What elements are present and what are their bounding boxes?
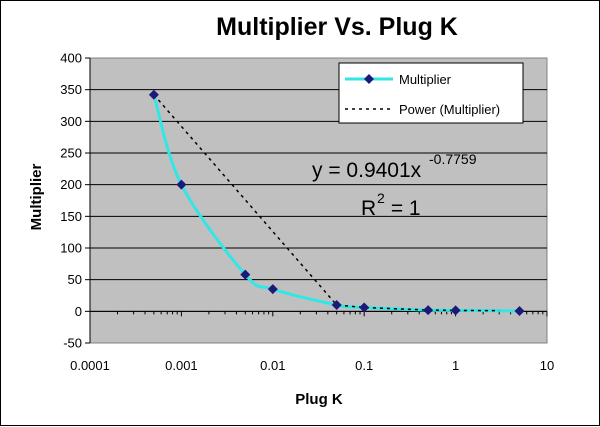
r-squared-label: R xyxy=(361,197,376,220)
multiplier-data-point xyxy=(331,300,342,310)
legend-multiplier-label: Multiplier xyxy=(399,72,452,87)
r-squared-value: = 1 xyxy=(385,197,421,220)
y-tick-label: 300 xyxy=(60,114,82,129)
power-trendline xyxy=(153,94,500,312)
y-tick-label: 0 xyxy=(75,304,82,319)
legend: Multiplier Power (Multiplier) xyxy=(338,62,524,124)
x-tick-label: 0.0001 xyxy=(70,358,110,373)
y-tick-label: 50 xyxy=(68,272,82,287)
trendline-equation: y = 0.9401x xyxy=(312,159,422,182)
multiplier-data-point xyxy=(267,284,278,295)
multiplier-data-point xyxy=(423,305,434,316)
y-tick-label: 250 xyxy=(60,146,82,161)
x-tick-label: 0.1 xyxy=(355,358,373,373)
multiplier-data-point xyxy=(450,305,461,316)
y-tick-label: -50 xyxy=(63,336,82,351)
y-axis-label: Multiplier xyxy=(28,164,45,231)
multiplier-data-point xyxy=(148,89,159,100)
legend-multiplier-marker xyxy=(364,74,374,84)
y-tick-label: 350 xyxy=(60,82,82,97)
y-tick-label: 150 xyxy=(60,209,82,224)
trendline-equation-exponent: -0.7759 xyxy=(429,151,477,167)
r-squared-exponent: 2 xyxy=(377,190,385,206)
y-tick-label: 400 xyxy=(60,51,82,66)
multiplier-data-point xyxy=(359,302,370,313)
chart-title: Multiplier Vs. Plug K xyxy=(216,13,458,41)
x-axis-label: Plug K xyxy=(295,391,343,408)
series-layer xyxy=(148,89,525,317)
y-tick-label: 100 xyxy=(60,241,82,256)
y-axis-ticks: -50 0 50 100 150 200 250 300 350 400 xyxy=(60,51,82,351)
y-tick-label: 200 xyxy=(60,177,82,192)
legend-box xyxy=(338,62,524,124)
multiplier-data-point xyxy=(240,269,251,280)
x-tick-label: 0.001 xyxy=(165,358,198,373)
x-tick-label: 0.01 xyxy=(260,358,285,373)
legend-power-label: Power (Multiplier) xyxy=(399,102,500,117)
x-axis-ticks: 0.0001 0.001 0.01 0.1 1 10 xyxy=(70,358,554,373)
multiplier-data-point xyxy=(176,179,187,190)
x-tick-label: 10 xyxy=(540,358,554,373)
multiplier-data-point xyxy=(514,306,525,317)
x-tick-label: 1 xyxy=(452,358,459,373)
